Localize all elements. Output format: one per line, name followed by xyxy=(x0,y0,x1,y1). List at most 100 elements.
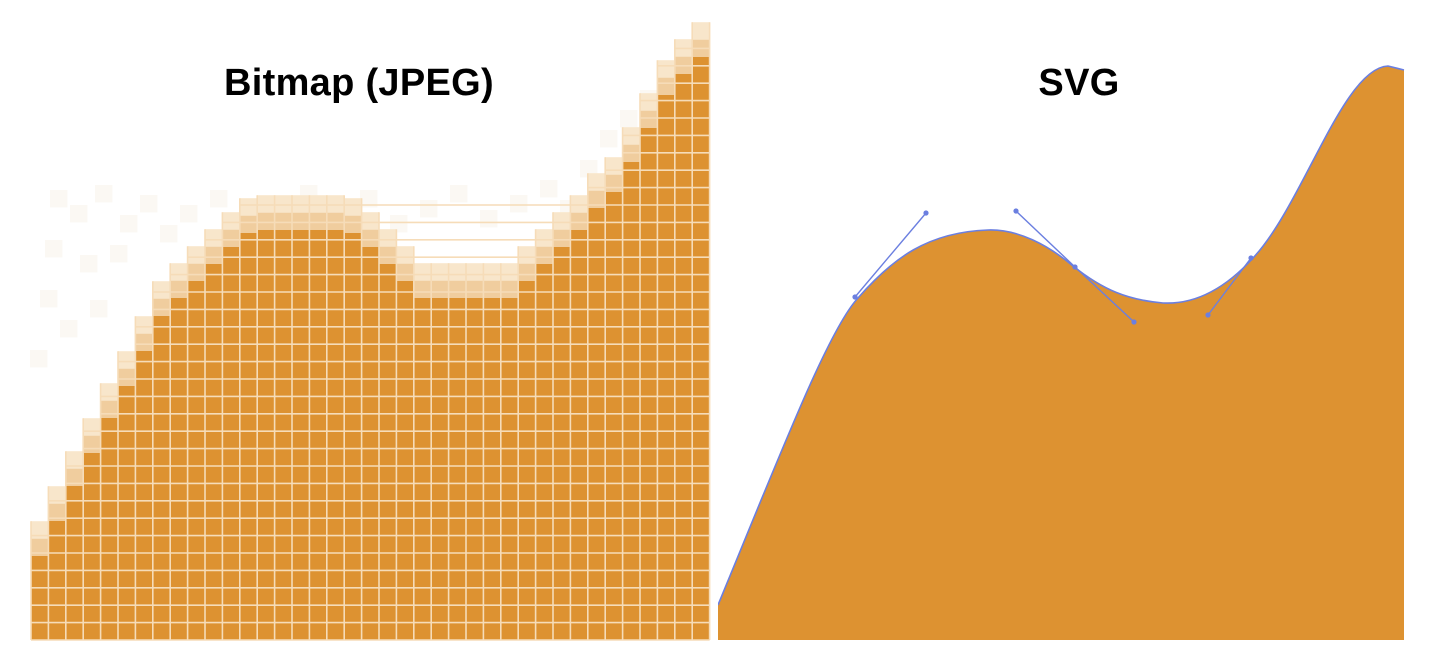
pixel-column xyxy=(413,298,432,640)
edge-pixel-light xyxy=(274,195,292,213)
edge-pixel-light xyxy=(292,195,310,213)
bezier-handle-line xyxy=(1015,210,1076,268)
bezier-handle-icon xyxy=(852,294,858,300)
jpeg-artifact-pixel xyxy=(80,255,98,273)
jpeg-artifact-pixel xyxy=(450,185,468,203)
pixel-column xyxy=(483,298,501,640)
pixel-column xyxy=(205,264,223,640)
bezier-handle-icon xyxy=(923,210,929,216)
edge-pixel xyxy=(361,229,379,247)
jpeg-artifact-pixel xyxy=(110,245,128,263)
edge-pixel-light xyxy=(500,263,519,281)
edge-pixel xyxy=(309,212,327,230)
edge-pixel-light xyxy=(413,263,432,281)
edge-pixel-light xyxy=(692,22,710,40)
jpeg-artifact-pixel xyxy=(580,160,598,178)
edge-pixel xyxy=(448,280,466,298)
pixel-column xyxy=(239,233,258,640)
jpeg-artifact-pixel xyxy=(45,240,63,258)
bezier-handle-icon xyxy=(1072,264,1078,270)
edge-pixel-light xyxy=(170,263,188,281)
pixel-column xyxy=(152,316,171,640)
pixel-column xyxy=(640,128,658,640)
bitmap-panel: Bitmap (JPEG) xyxy=(0,0,718,670)
edge-pixel xyxy=(518,263,536,281)
pixel-column xyxy=(605,192,623,640)
edge-pixel-light xyxy=(466,263,484,281)
edge-pixel xyxy=(205,246,223,264)
pixel-column xyxy=(257,230,275,640)
pixel-column xyxy=(48,521,66,640)
jpeg-artifact-pixel xyxy=(390,215,408,233)
pixel-column xyxy=(553,247,571,640)
edge-pixel-light xyxy=(570,195,588,213)
jpeg-artifact-pixel xyxy=(420,200,438,218)
pixel-column xyxy=(500,298,519,640)
edge-pixel-light xyxy=(640,93,658,111)
bezier-handle-icon xyxy=(1248,255,1254,261)
edge-pixel xyxy=(170,280,188,298)
bezier-handle-icon xyxy=(1013,208,1019,214)
jpeg-artifact-pixel xyxy=(540,180,558,198)
jpeg-artifact-pixel xyxy=(510,195,528,213)
edge-pixel xyxy=(239,215,258,233)
jpeg-artifact-pixel xyxy=(160,225,178,243)
pixel-column xyxy=(657,95,675,640)
pixel-column xyxy=(31,556,49,640)
edge-pixel-light xyxy=(518,246,536,264)
edge-pixel-light xyxy=(587,173,606,191)
edge-pixel xyxy=(135,333,153,351)
pixel-column xyxy=(309,230,327,640)
pixel-column xyxy=(692,57,710,640)
edge-pixel-light xyxy=(239,198,258,216)
pixel-column xyxy=(622,162,640,640)
edge-pixel-light xyxy=(118,351,136,369)
edge-pixel-light xyxy=(135,316,153,334)
edge-pixel-light xyxy=(431,263,449,281)
pixel-column xyxy=(448,298,466,640)
pixel-column xyxy=(65,486,84,640)
bezier-handle-icon xyxy=(1131,319,1137,325)
pixel-column xyxy=(326,230,345,640)
jpeg-artifact-pixel xyxy=(600,130,618,148)
pixel-column xyxy=(100,418,118,640)
pixel-column xyxy=(674,74,693,640)
pixel-column xyxy=(83,453,101,640)
jpeg-artifact-pixel xyxy=(480,210,498,228)
edge-pixel xyxy=(587,190,606,208)
edge-pixel-light xyxy=(152,281,171,299)
pixel-column xyxy=(518,281,536,640)
edge-pixel xyxy=(605,174,623,192)
edge-pixel xyxy=(500,280,519,298)
pixel-column xyxy=(135,351,153,640)
edge-pixel-light xyxy=(83,418,101,436)
edge-pixel xyxy=(553,229,571,247)
pixel-column xyxy=(118,386,136,640)
edge-pixel-light xyxy=(309,195,327,213)
jpeg-artifact-pixel xyxy=(70,205,88,223)
edge-pixel-light xyxy=(396,246,414,264)
edge-pixel xyxy=(118,368,136,386)
edge-pixel-light xyxy=(361,212,379,230)
edge-pixel xyxy=(65,468,84,486)
jpeg-artifact-pixel xyxy=(95,185,113,203)
pixel-gridlines xyxy=(30,22,711,641)
edge-pixel xyxy=(483,280,501,298)
edge-pixel xyxy=(413,280,432,298)
jpeg-artifact-pixel xyxy=(620,110,638,128)
jpeg-artifact-pixel xyxy=(140,195,158,213)
edge-pixel-light xyxy=(553,212,571,230)
edge-pixel-light xyxy=(100,383,118,401)
bitmap-title: Bitmap (JPEG) xyxy=(224,62,494,104)
edge-pixel-light xyxy=(48,486,66,504)
pixel-column xyxy=(361,247,379,640)
edge-pixel-light xyxy=(535,229,553,247)
jpeg-artifact-pixel xyxy=(90,300,108,318)
edge-pixel-light xyxy=(605,157,623,175)
bitmap-graphic xyxy=(30,22,711,641)
edge-pixel xyxy=(152,298,171,316)
edge-pixel-light xyxy=(483,263,501,281)
edge-pixel xyxy=(187,263,205,281)
pixel-column xyxy=(222,247,240,640)
edge-pixel xyxy=(222,229,240,247)
